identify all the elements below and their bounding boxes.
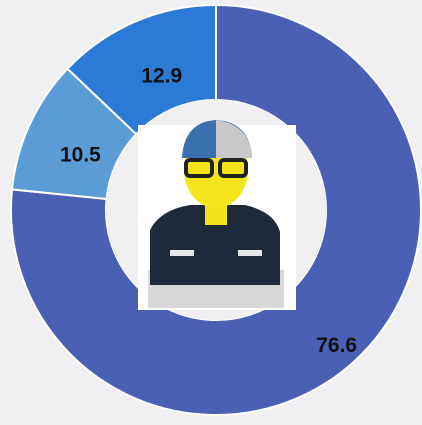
value-label: 10.5	[60, 144, 101, 167]
icon-pocket	[238, 250, 262, 256]
icon-pocket	[170, 250, 194, 256]
chart: 76.6 10.5 12.9	[0, 0, 422, 425]
value-label: 12.9	[141, 64, 182, 87]
page: 76.610.512.9 (() => { const data = JSON.…	[0, 0, 422, 425]
value-label: 76.6	[316, 334, 357, 357]
worker-icon	[138, 120, 296, 310]
